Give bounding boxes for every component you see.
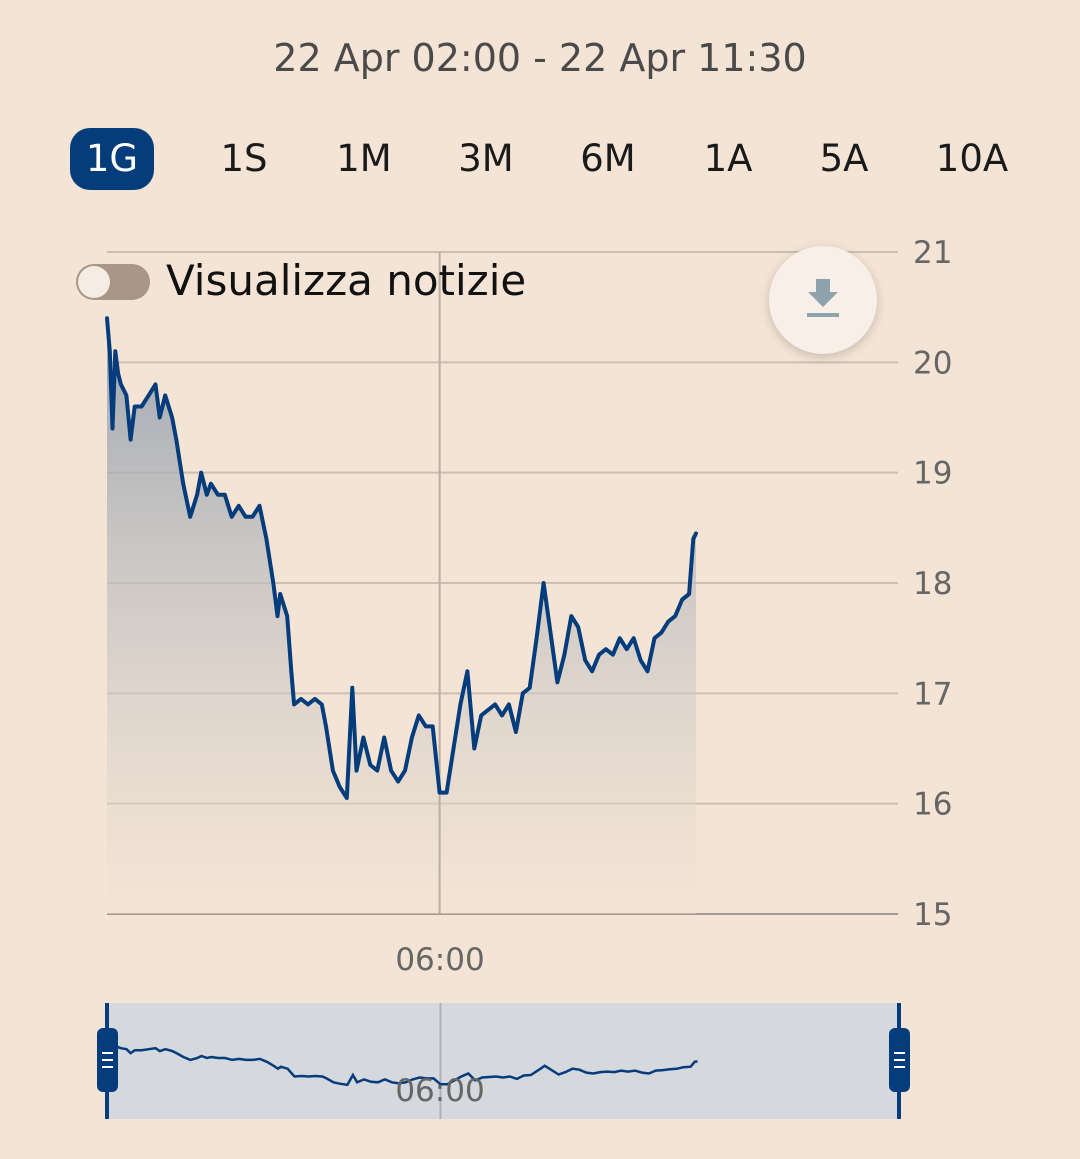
period-selector: 1G 1S 1M 3M 6M 1A 5A 10A <box>70 128 1030 192</box>
navigator-right-handle[interactable] <box>889 1028 910 1092</box>
period-1m-button[interactable]: 1M <box>336 137 392 180</box>
y-tick-label: 21 <box>913 235 952 271</box>
period-5a-button[interactable]: 5A <box>819 137 869 180</box>
navigator-tick-label: 06:00 <box>395 1073 484 1109</box>
period-6m-button[interactable]: 6M <box>580 137 636 180</box>
price-area <box>107 318 696 914</box>
navigator-line <box>106 1041 698 1087</box>
x-tick-label: 06:00 <box>395 942 484 978</box>
y-axis: 21 20 19 18 17 16 15 <box>913 235 952 933</box>
news-toggle-switch[interactable] <box>76 264 150 300</box>
download-icon <box>807 279 839 317</box>
period-1g-button[interactable]: 1G <box>70 128 154 190</box>
y-tick-label: 15 <box>913 897 952 933</box>
period-10a-button[interactable]: 10A <box>935 137 1009 180</box>
navigator-window[interactable] <box>107 1003 899 1119</box>
navigator-left-handle[interactable] <box>97 1028 118 1092</box>
period-1s-button[interactable]: 1S <box>220 137 268 180</box>
y-tick-label: 16 <box>913 787 952 823</box>
navigator[interactable]: 06:00 <box>97 1003 910 1119</box>
y-tick-label: 18 <box>913 566 952 602</box>
y-tick-label: 19 <box>913 456 952 492</box>
period-3m-button[interactable]: 3M <box>458 137 514 180</box>
y-tick-label: 17 <box>913 676 952 712</box>
toggle-knob <box>78 266 110 298</box>
price-line <box>105 316 698 801</box>
news-toggle-label: Visualizza notizie <box>166 256 527 305</box>
download-button[interactable] <box>769 246 877 354</box>
y-tick-label: 20 <box>913 345 952 381</box>
date-range-label: 22 Apr 02:00 - 22 Apr 11:30 <box>273 36 807 80</box>
period-1a-button[interactable]: 1A <box>703 137 753 180</box>
